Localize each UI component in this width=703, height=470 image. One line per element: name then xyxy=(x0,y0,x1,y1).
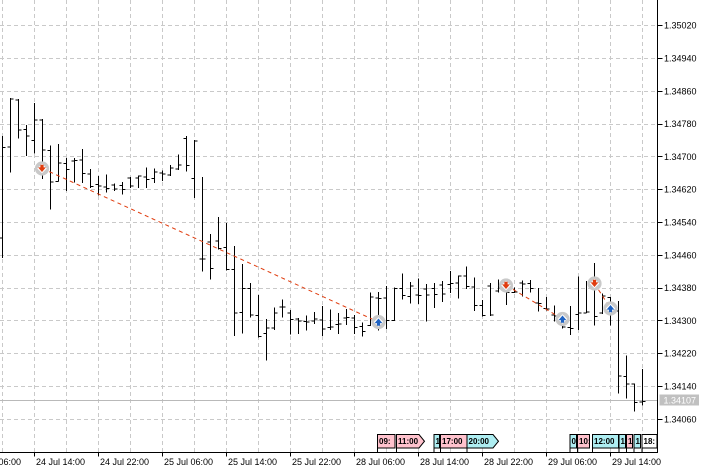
svg-text:24 Jul 14:00: 24 Jul 14:00 xyxy=(36,457,85,467)
svg-text:11:00: 11:00 xyxy=(398,437,419,446)
svg-text:10:: 10: xyxy=(579,437,591,446)
svg-text:1.34940: 1.34940 xyxy=(664,54,697,64)
svg-text:18:: 18: xyxy=(644,437,656,446)
svg-text:1.34620: 1.34620 xyxy=(664,185,697,195)
svg-text:1.34060: 1.34060 xyxy=(664,414,697,424)
svg-text:28 Jul 22:00: 28 Jul 22:00 xyxy=(484,457,533,467)
svg-text:1.34460: 1.34460 xyxy=(664,250,697,260)
svg-text:1.34380: 1.34380 xyxy=(664,283,697,293)
svg-text:1: 1 xyxy=(628,437,633,446)
svg-text:25 Jul 14:00: 25 Jul 14:00 xyxy=(228,457,277,467)
svg-text:1.34220: 1.34220 xyxy=(664,349,697,359)
svg-text:1.34700: 1.34700 xyxy=(664,152,697,162)
svg-text:0: 0 xyxy=(572,437,577,446)
svg-text:1: 1 xyxy=(621,437,626,446)
svg-text:25 Jul 22:00: 25 Jul 22:00 xyxy=(292,457,341,467)
svg-text:25 Jul 06:00: 25 Jul 06:00 xyxy=(164,457,213,467)
svg-text:29 Jul 14:00: 29 Jul 14:00 xyxy=(612,457,661,467)
svg-text:17:00: 17:00 xyxy=(442,437,463,446)
svg-text:29 Jul 06:00: 29 Jul 06:00 xyxy=(548,457,597,467)
svg-text:1.34300: 1.34300 xyxy=(664,316,697,326)
svg-text:1: 1 xyxy=(636,437,641,446)
svg-text:1.34540: 1.34540 xyxy=(664,218,697,228)
svg-text:09:: 09: xyxy=(379,437,391,446)
svg-text:1: 1 xyxy=(436,437,441,446)
svg-text:1.35020: 1.35020 xyxy=(664,21,697,31)
svg-text:1.34860: 1.34860 xyxy=(664,86,697,96)
svg-text:24 Jul 22:00: 24 Jul 22:00 xyxy=(100,457,149,467)
svg-text:1.34107: 1.34107 xyxy=(664,396,697,406)
svg-text:24 Jul 06:00: 24 Jul 06:00 xyxy=(0,457,21,467)
svg-text:20:00: 20:00 xyxy=(469,437,490,446)
svg-text:1.34140: 1.34140 xyxy=(664,382,697,392)
svg-text:28 Jul 14:00: 28 Jul 14:00 xyxy=(420,457,469,467)
svg-text:12:00: 12:00 xyxy=(594,437,615,446)
svg-text:28 Jul 06:00: 28 Jul 06:00 xyxy=(356,457,405,467)
svg-text:1.34780: 1.34780 xyxy=(664,119,697,129)
